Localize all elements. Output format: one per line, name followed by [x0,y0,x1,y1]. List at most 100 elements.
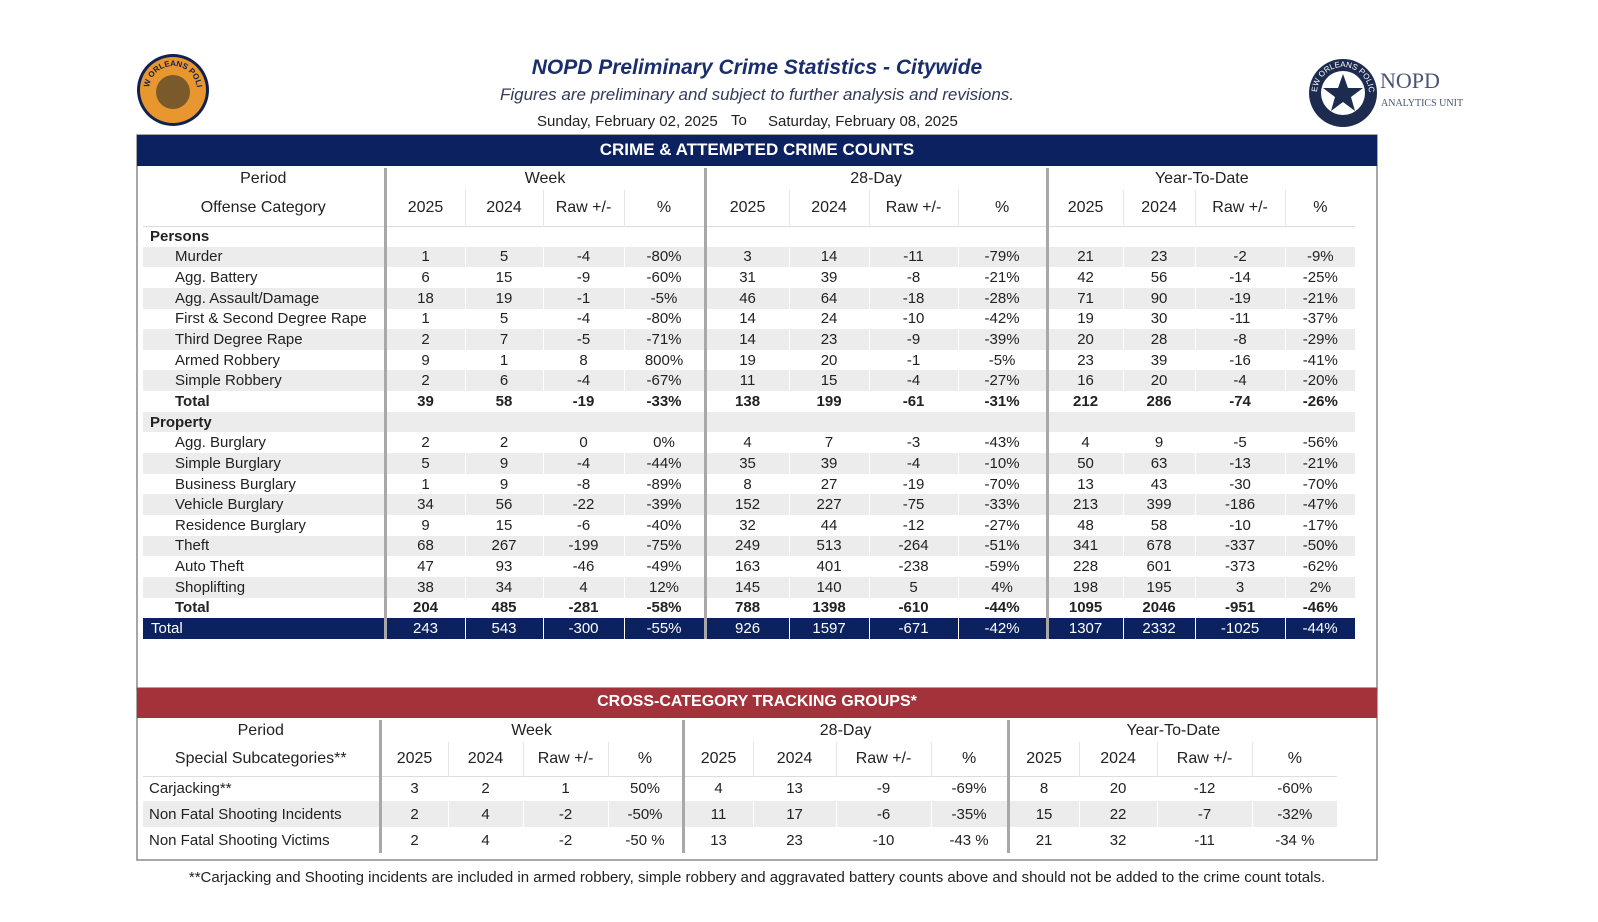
cell: 5 [464,308,543,330]
cell: 4 [542,576,624,598]
cell: -238 [868,556,959,577]
cell: -59% [957,556,1048,577]
cell: -4 [868,453,959,474]
cell: 5 [464,246,543,268]
cell: -75% [623,535,706,557]
data-row: Third Degree Rape 2 7 -5 -71% 14 23 -9 -39% 20 28-… [143,329,1356,350]
column-header: Raw +/- [522,742,608,776]
cell: -7 [1156,801,1253,827]
cell: -56% [1284,432,1356,454]
cell [543,411,624,433]
cell: 22 [1078,801,1158,827]
period-header: 28-Day [681,720,1009,742]
cell: -14 [1194,267,1286,288]
cell: 341 [1045,535,1124,557]
cell: 8 [542,349,624,371]
cell: 39 [1122,349,1196,371]
cell: 11 [681,801,754,827]
cell [958,411,1048,433]
cell: 4 [447,801,523,827]
cell: 2 [464,432,543,454]
cell: -6 [542,514,624,536]
cell [1195,226,1285,247]
cell: 0% [623,432,706,454]
cell [1045,226,1124,247]
cell [1045,411,1124,433]
cell: 1398 [788,597,870,619]
cell: -10 [868,308,959,330]
cell: 788 [703,597,790,619]
cell [958,226,1047,247]
cell: 7 [464,329,543,350]
cell: 2% [1284,576,1356,598]
cell: -29% [1284,329,1356,350]
cell: 14 [703,329,790,350]
cell: 9 [464,473,543,495]
subtitle: Figures are preliminary and subject to f… [499,85,1015,104]
cell: -19 [542,391,624,412]
column-header: 2025 [383,190,465,226]
cell: 800% [623,349,706,371]
cell [789,411,870,433]
cell: 2 [383,432,465,454]
section-row: Property [143,411,1356,433]
cell: -49% [623,556,706,577]
cell: -30 [1194,473,1286,495]
cell: -50% [1284,535,1356,557]
cell: 30 [1122,308,1196,330]
cell: -32% [1251,801,1338,827]
total-row: Total 204 485 -281 -58% 788 1398 -610 -44% 1095 20… [143,597,1356,619]
cell: 267 [464,535,543,557]
cell: 145 [703,576,790,598]
cell [465,411,543,433]
column-header: 2025 [378,742,448,776]
cell: 198 [1045,576,1124,598]
period-row: Period Week 28-Day Year-To-Date [143,168,1356,190]
cell: 399 [1122,494,1196,515]
cell [703,411,790,433]
cell: -11 [1194,308,1286,330]
cell: 1 [383,246,465,268]
cell [624,226,705,247]
cell: -89% [623,473,706,495]
cell: 56 [464,494,543,515]
column-header: 2024 [1078,742,1158,776]
cell: 39 [788,453,870,474]
cell: 42 [1045,267,1124,288]
cell: -69% [930,776,1009,801]
cell: 401 [788,556,870,577]
data-row: Auto Theft 47 93 -46 -49% 163 401 -238 -59% 228 60… [143,556,1356,577]
cell: -186 [1194,494,1286,515]
cell: -10% [957,453,1048,474]
right-logo-name: NOPD [1380,68,1440,93]
cell: 34 [464,576,543,598]
cell: 17 [752,801,837,827]
cell: -51% [957,535,1048,557]
column-header: % [930,742,1009,776]
cell: -2 [522,801,608,827]
cell: -44% [957,597,1048,619]
cell: 3 [378,776,448,801]
row-label: Vehicle Burglary [143,494,385,515]
cell: -21% [1284,453,1356,474]
row-label: Business Burglary [175,475,296,493]
cell: 6 [464,370,543,392]
cell: 93 [464,556,543,577]
cell: 4 [703,432,790,454]
cell: 4 [681,776,754,801]
cell: 5 [383,453,465,474]
cell: -5% [957,349,1048,371]
cell: -9% [1284,246,1356,268]
cell: 13 [752,776,837,801]
cell: 543 [465,618,544,639]
cell: 13 [1045,473,1124,495]
cell: -8 [868,267,959,288]
cell: 4 [1045,432,1124,454]
title: NOPD Preliminary Crime Statistics - City… [531,56,983,79]
cell: 15 [1006,801,1080,827]
cell: 199 [788,391,870,412]
date-from: Sunday, February 02, 2025 [537,113,718,130]
cell: 204 [383,597,465,619]
cell: -74 [1194,391,1286,412]
